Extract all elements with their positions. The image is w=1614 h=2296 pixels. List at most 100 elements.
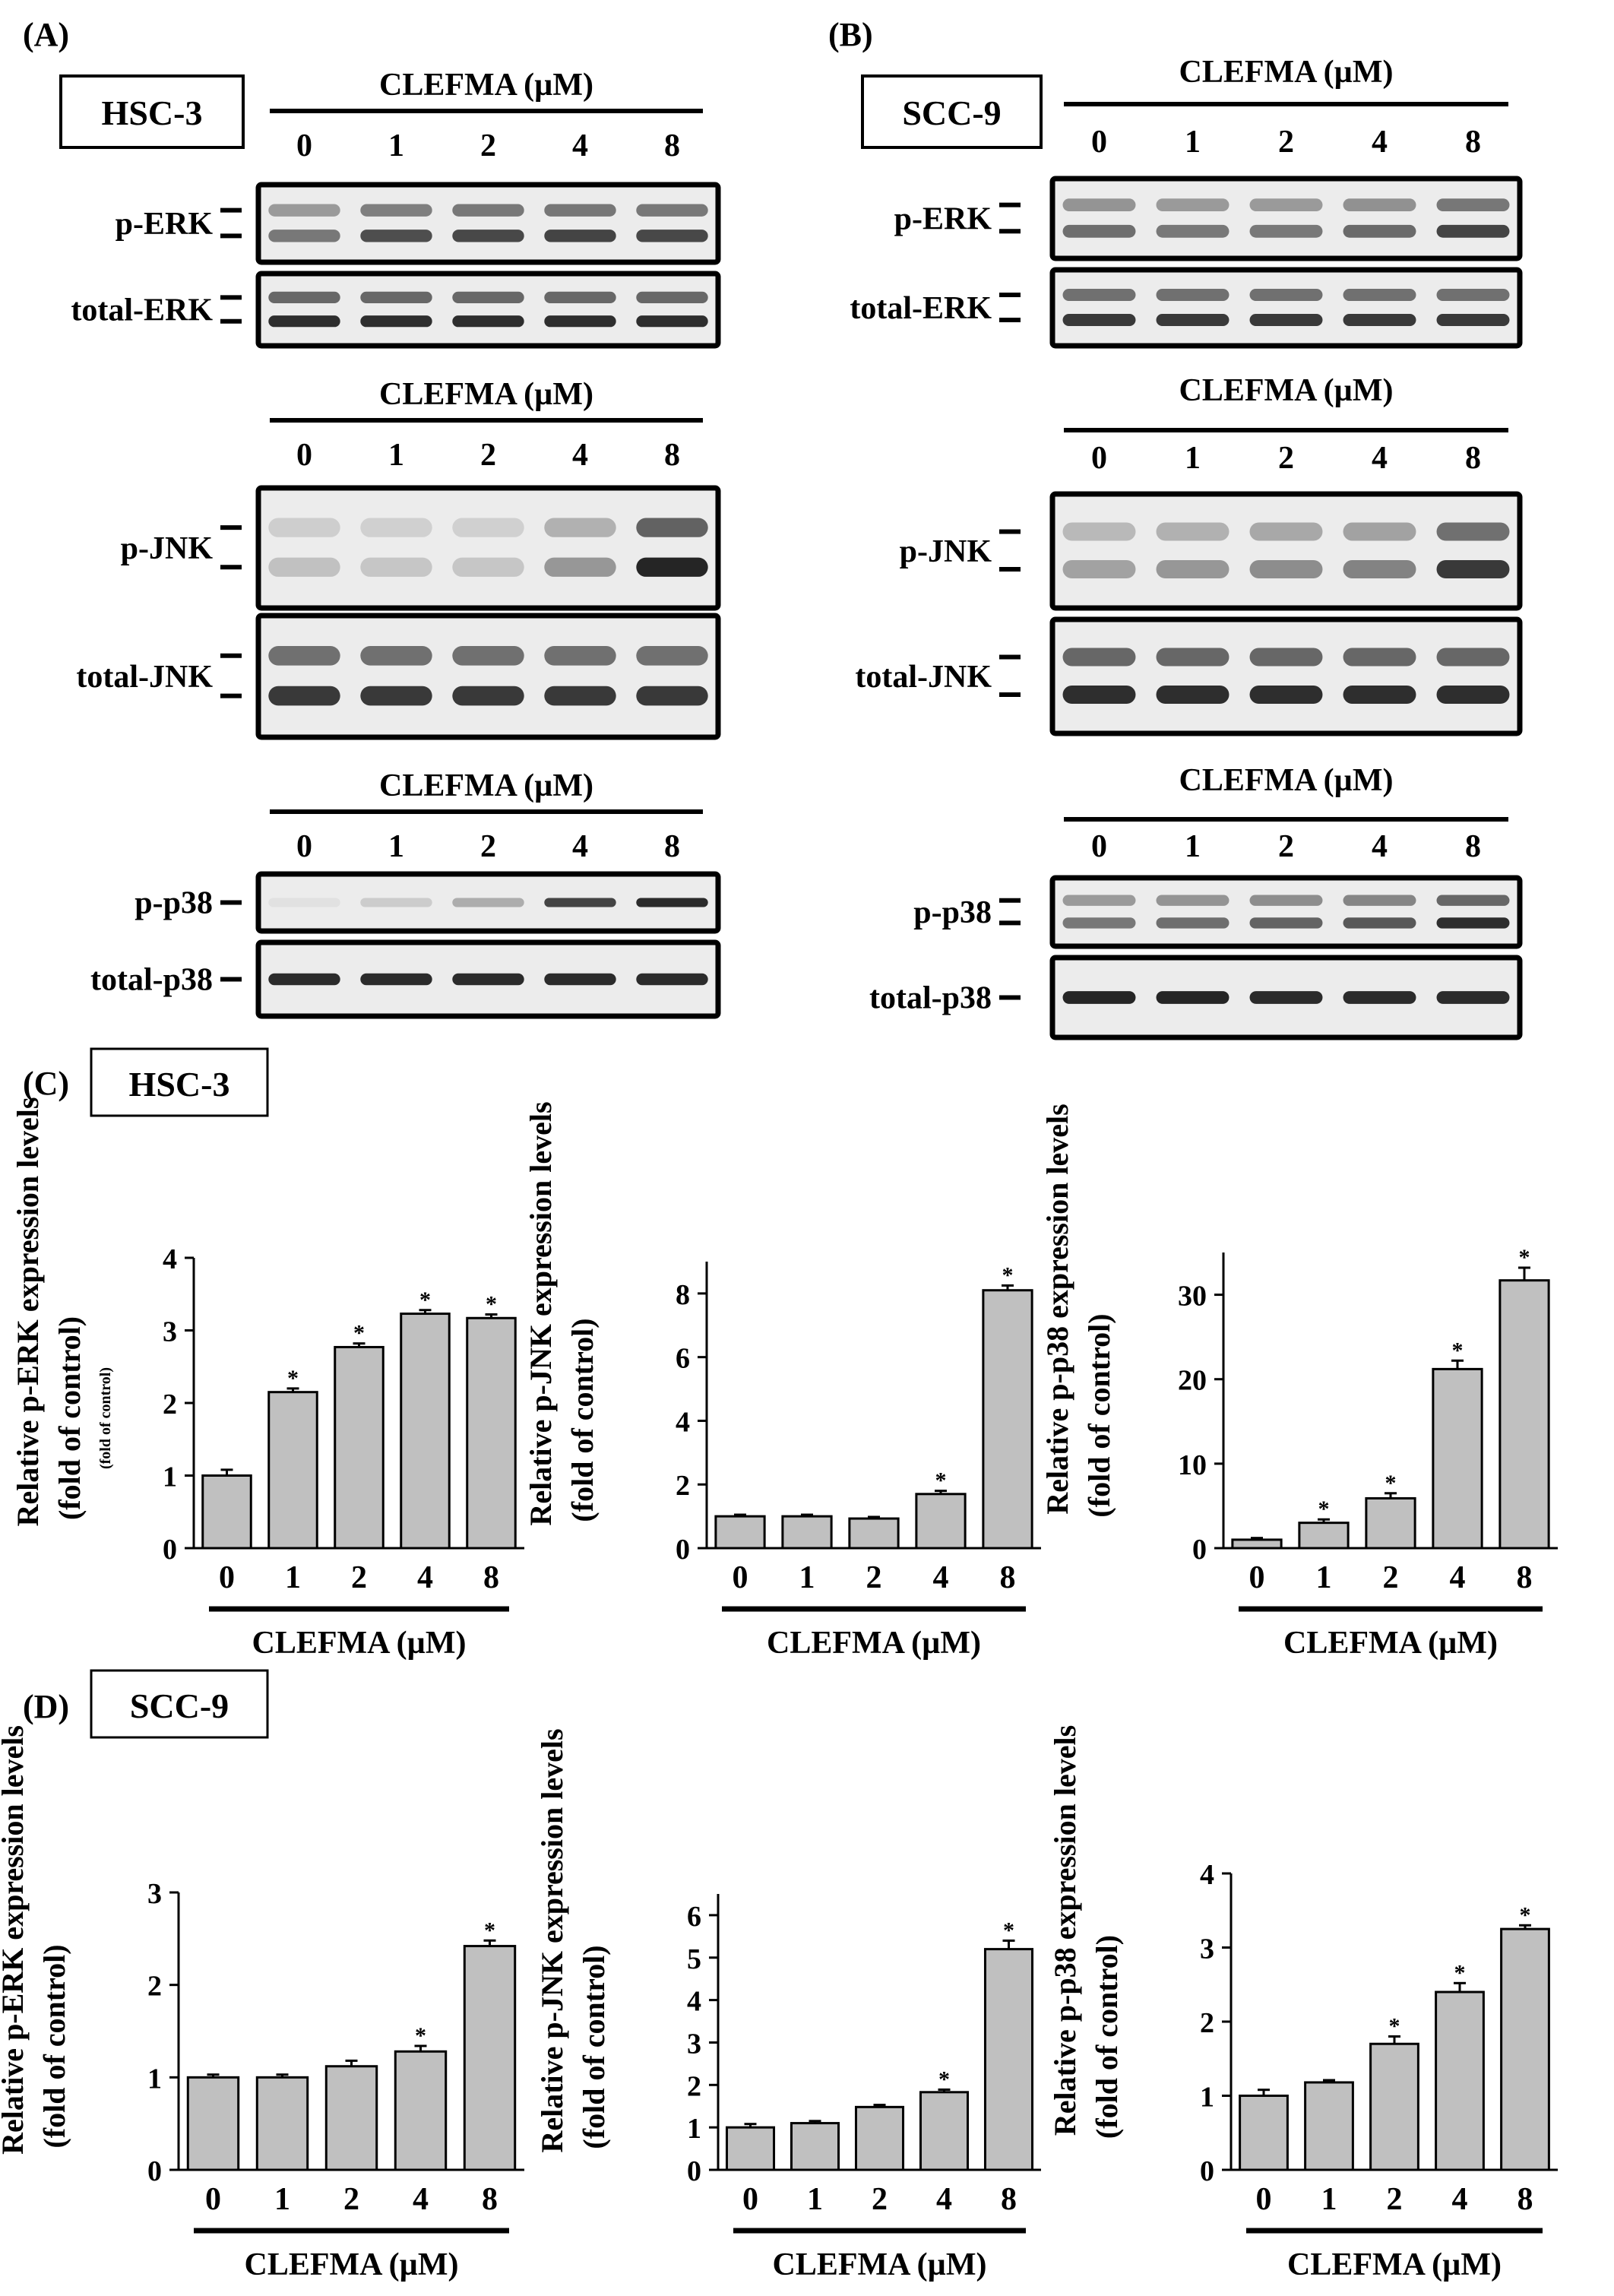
x-tick-label: 4 bbox=[417, 1560, 433, 1595]
blot-band bbox=[1062, 314, 1136, 326]
blot-band bbox=[1156, 224, 1229, 238]
blot-band bbox=[1062, 917, 1136, 929]
bar-chart-4: 0 1 2 3 4 5 6 0 1 2 * 4 * 8 CLEFMA (µM) Relative p-JNK … bbox=[535, 1728, 1041, 2282]
blot-band bbox=[360, 646, 432, 666]
cell-line-box bbox=[90, 1047, 269, 1117]
cell-line-box bbox=[59, 74, 245, 149]
significance-mark: * bbox=[1389, 2014, 1400, 2039]
blot-band bbox=[1436, 686, 1510, 704]
blot-band bbox=[1343, 686, 1416, 704]
blot-band bbox=[1249, 560, 1323, 578]
treatment-header: CLEFMA (µM) bbox=[379, 768, 593, 803]
dose-label: 0 bbox=[1091, 441, 1107, 476]
y-axis-label-units: (fold of control) bbox=[577, 1945, 611, 2149]
y-tick-label: 0 bbox=[687, 2155, 701, 2187]
blot-band bbox=[544, 646, 616, 666]
x-tick-label: 4 bbox=[413, 2182, 429, 2217]
blot-band bbox=[1343, 224, 1416, 238]
bar bbox=[186, 2076, 240, 2171]
y-tick-label: 2 bbox=[163, 1389, 177, 1420]
blot-band bbox=[544, 315, 616, 328]
blot-frame bbox=[255, 871, 721, 934]
x-tick-label: 1 bbox=[807, 2182, 823, 2217]
bar-chart-5: 0 1 2 3 4 0 1 * 2 * 4 * 8 CLEFMA (µM) Relative p-p38 e… bbox=[1048, 1725, 1558, 2282]
bar bbox=[919, 2091, 970, 2171]
blot-band bbox=[1156, 314, 1229, 326]
blot-band bbox=[1343, 917, 1416, 929]
blot-band bbox=[268, 973, 340, 986]
significance-mark: * bbox=[1002, 1262, 1014, 1287]
blot-band bbox=[1062, 686, 1136, 704]
x-tick-label: 1 bbox=[799, 1560, 815, 1595]
blot-band bbox=[360, 557, 432, 577]
blot-band bbox=[1343, 522, 1416, 541]
blot-band bbox=[268, 204, 340, 217]
dose-label: 4 bbox=[572, 829, 588, 864]
bar bbox=[848, 1517, 900, 1550]
y-tick-label: 0 bbox=[163, 1534, 177, 1566]
y-axis-label-units: (fold of control) bbox=[52, 1316, 87, 1520]
blot-band bbox=[636, 518, 708, 537]
blot-band bbox=[1343, 289, 1416, 301]
blot-band bbox=[1156, 560, 1229, 578]
significance-mark: * bbox=[1318, 1496, 1330, 1522]
y-axis-label-small: (fold of control) bbox=[97, 1367, 114, 1469]
blot-row-label: total-JNK bbox=[76, 660, 213, 695]
significance-mark: * bbox=[1452, 1338, 1464, 1363]
blot-band bbox=[1062, 198, 1136, 212]
x-tick-label: 2 bbox=[343, 2182, 359, 2217]
x-tick-label: 8 bbox=[483, 1560, 499, 1595]
blot-band bbox=[1062, 991, 1136, 1004]
x-tick-label: 1 bbox=[274, 2182, 290, 2217]
x-axis-label: CLEFMA (µM) bbox=[767, 1626, 981, 1661]
x-tick-label: 4 bbox=[1450, 1560, 1466, 1595]
blot-frame bbox=[255, 613, 721, 740]
blot-band bbox=[360, 898, 432, 907]
bar bbox=[1298, 1522, 1350, 1550]
blot-band bbox=[268, 230, 340, 242]
x-axis-label: CLEFMA (µM) bbox=[773, 2247, 987, 2282]
bar-chart-3: 0 1 2 3 0 1 2 * 4 * 8 CLEFMA (µM) Relative p-ERK exp… bbox=[0, 1725, 524, 2282]
bar-chart-1: 0 2 4 6 8 0 1 2 * 4 * 8 CLEFMA (µM) Relative p-JNK ex… bbox=[524, 1101, 1041, 1661]
bar bbox=[463, 1945, 517, 2171]
significance-mark: * bbox=[935, 1468, 947, 1493]
dose-label: 8 bbox=[1465, 125, 1481, 160]
blot-row-label: p-p38 bbox=[134, 886, 213, 921]
treatment-header: CLEFMA (µM) bbox=[379, 68, 593, 103]
blot-band bbox=[1436, 560, 1510, 578]
dose-label: 8 bbox=[1465, 829, 1481, 864]
blot-band bbox=[452, 898, 524, 907]
bar bbox=[982, 1289, 1033, 1550]
blot-band bbox=[1062, 224, 1136, 238]
y-tick-label: 6 bbox=[687, 1901, 701, 1933]
blot-band bbox=[1062, 648, 1136, 667]
panel-letter: (C) bbox=[23, 1065, 69, 1102]
panel-letter: (B) bbox=[828, 16, 873, 53]
y-tick-label: 3 bbox=[147, 1878, 162, 1910]
dose-label: 0 bbox=[1091, 829, 1107, 864]
x-tick-label: 8 bbox=[1517, 2182, 1533, 2217]
blot-band bbox=[636, 204, 708, 217]
blot-band bbox=[636, 686, 708, 706]
significance-mark: * bbox=[419, 1287, 431, 1313]
blot-band bbox=[268, 291, 340, 303]
dose-label: 4 bbox=[1372, 125, 1388, 160]
blot-band bbox=[268, 557, 340, 577]
significance-mark: * bbox=[1519, 1245, 1530, 1270]
blot-band bbox=[452, 315, 524, 328]
dose-label: 2 bbox=[480, 438, 496, 473]
y-tick-label: 10 bbox=[1178, 1449, 1207, 1481]
y-tick-label: 6 bbox=[676, 1343, 690, 1375]
blot-band bbox=[360, 518, 432, 537]
bar bbox=[781, 1515, 833, 1550]
bar bbox=[1231, 1538, 1283, 1550]
significance-mark: * bbox=[1385, 1471, 1397, 1496]
bar bbox=[725, 2126, 776, 2171]
treatment-header: CLEFMA (µM) bbox=[1179, 373, 1394, 408]
dose-label: 1 bbox=[1185, 125, 1201, 160]
blot-band bbox=[636, 557, 708, 577]
blot-band bbox=[544, 230, 616, 242]
x-tick-label: 1 bbox=[285, 1560, 301, 1595]
dose-label: 2 bbox=[1278, 125, 1294, 160]
